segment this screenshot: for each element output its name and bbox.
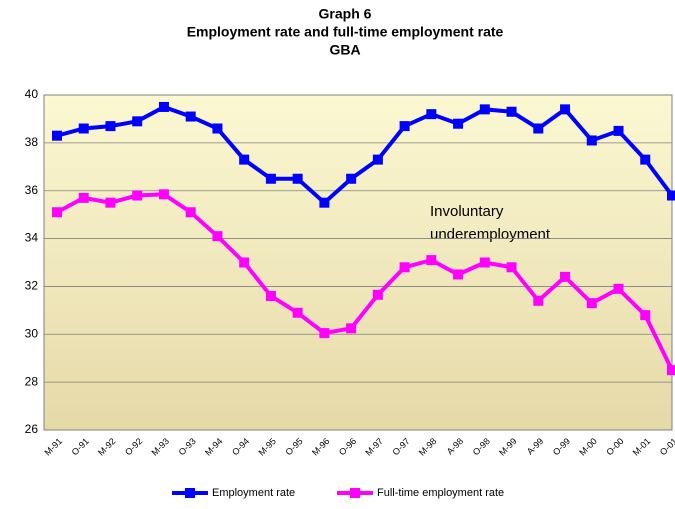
x-tick-label: M-94 [203, 436, 225, 458]
point [586, 298, 597, 309]
point [319, 197, 330, 208]
point [372, 154, 383, 165]
y-tick-label: 38 [25, 135, 39, 149]
point [292, 307, 303, 318]
annotation: Involuntary [430, 203, 504, 220]
point [132, 190, 143, 201]
y-tick-label: 40 [25, 87, 39, 101]
x-tick-label: O-98 [471, 436, 492, 457]
point [292, 173, 303, 184]
point [158, 101, 169, 112]
point [319, 328, 330, 339]
point [372, 289, 383, 300]
x-tick-label: M-92 [96, 436, 118, 458]
point [506, 106, 517, 117]
x-tick-label: O-95 [284, 436, 305, 457]
x-tick-label: O-01 [658, 436, 675, 457]
y-tick-label: 36 [25, 183, 39, 197]
point [560, 271, 571, 282]
x-tick-label: O-91 [70, 436, 91, 457]
y-tick-label: 26 [25, 422, 39, 436]
y-tick-label: 32 [25, 279, 39, 293]
legend-label: Full-time employment rate [377, 487, 504, 499]
annotation: underemployment [430, 226, 551, 243]
x-tick-label: M-99 [497, 436, 519, 458]
point [640, 154, 651, 165]
legend-label: Employment rate [212, 487, 295, 499]
chart-title: Graph 6 [319, 6, 372, 22]
point [399, 262, 410, 273]
x-tick-label: M-95 [256, 436, 278, 458]
point [399, 121, 410, 132]
legend-marker [185, 488, 195, 498]
point [560, 104, 571, 115]
point [239, 257, 250, 268]
x-tick-label: M-00 [577, 436, 599, 458]
point [533, 295, 544, 306]
point [533, 123, 544, 134]
point [667, 365, 675, 376]
point [132, 116, 143, 127]
x-tick-label: M-93 [149, 436, 171, 458]
x-tick-label: M-96 [310, 436, 332, 458]
point [265, 291, 276, 301]
x-tick-label: M-91 [43, 436, 65, 458]
point [185, 111, 196, 122]
point [426, 109, 437, 120]
point [479, 104, 490, 115]
x-tick-label: O-97 [390, 436, 411, 457]
x-tick-label: M-98 [417, 436, 439, 458]
point [265, 173, 276, 184]
point [105, 121, 116, 132]
point [158, 189, 169, 200]
y-tick-label: 34 [25, 231, 39, 245]
point [640, 310, 651, 321]
point [78, 123, 89, 134]
point [453, 118, 464, 129]
point [346, 323, 357, 334]
x-tick-label: A-99 [525, 436, 546, 457]
point [52, 130, 62, 141]
chart-subtitle: Employment rate and full-time employment… [187, 24, 504, 40]
point [506, 262, 517, 273]
y-tick-label: 28 [25, 374, 39, 388]
point [239, 154, 250, 165]
y-tick-label: 30 [25, 326, 39, 340]
point [105, 197, 116, 208]
x-tick-label: O-96 [337, 436, 358, 457]
x-tick-label: O-93 [177, 436, 198, 457]
x-tick-label: M-01 [631, 436, 653, 458]
x-tick-label: M-97 [363, 436, 385, 458]
x-tick-label: O-00 [604, 436, 625, 457]
x-tick-label: O-99 [551, 436, 572, 457]
point [185, 207, 196, 218]
x-tick-label: O-94 [230, 436, 251, 457]
point [613, 125, 624, 136]
plot-area [43, 94, 673, 431]
point [212, 123, 223, 134]
point [453, 269, 464, 280]
legend-marker [350, 488, 360, 498]
x-tick-label: A-98 [445, 436, 466, 457]
point [346, 173, 357, 184]
point [667, 190, 675, 201]
chart-subtitle: GBA [329, 42, 360, 58]
x-tick-label: O-92 [123, 436, 144, 457]
point [212, 231, 223, 242]
point [52, 207, 62, 218]
point [479, 257, 490, 268]
point [426, 255, 437, 266]
point [78, 192, 89, 203]
point [613, 283, 624, 294]
point [586, 135, 597, 146]
